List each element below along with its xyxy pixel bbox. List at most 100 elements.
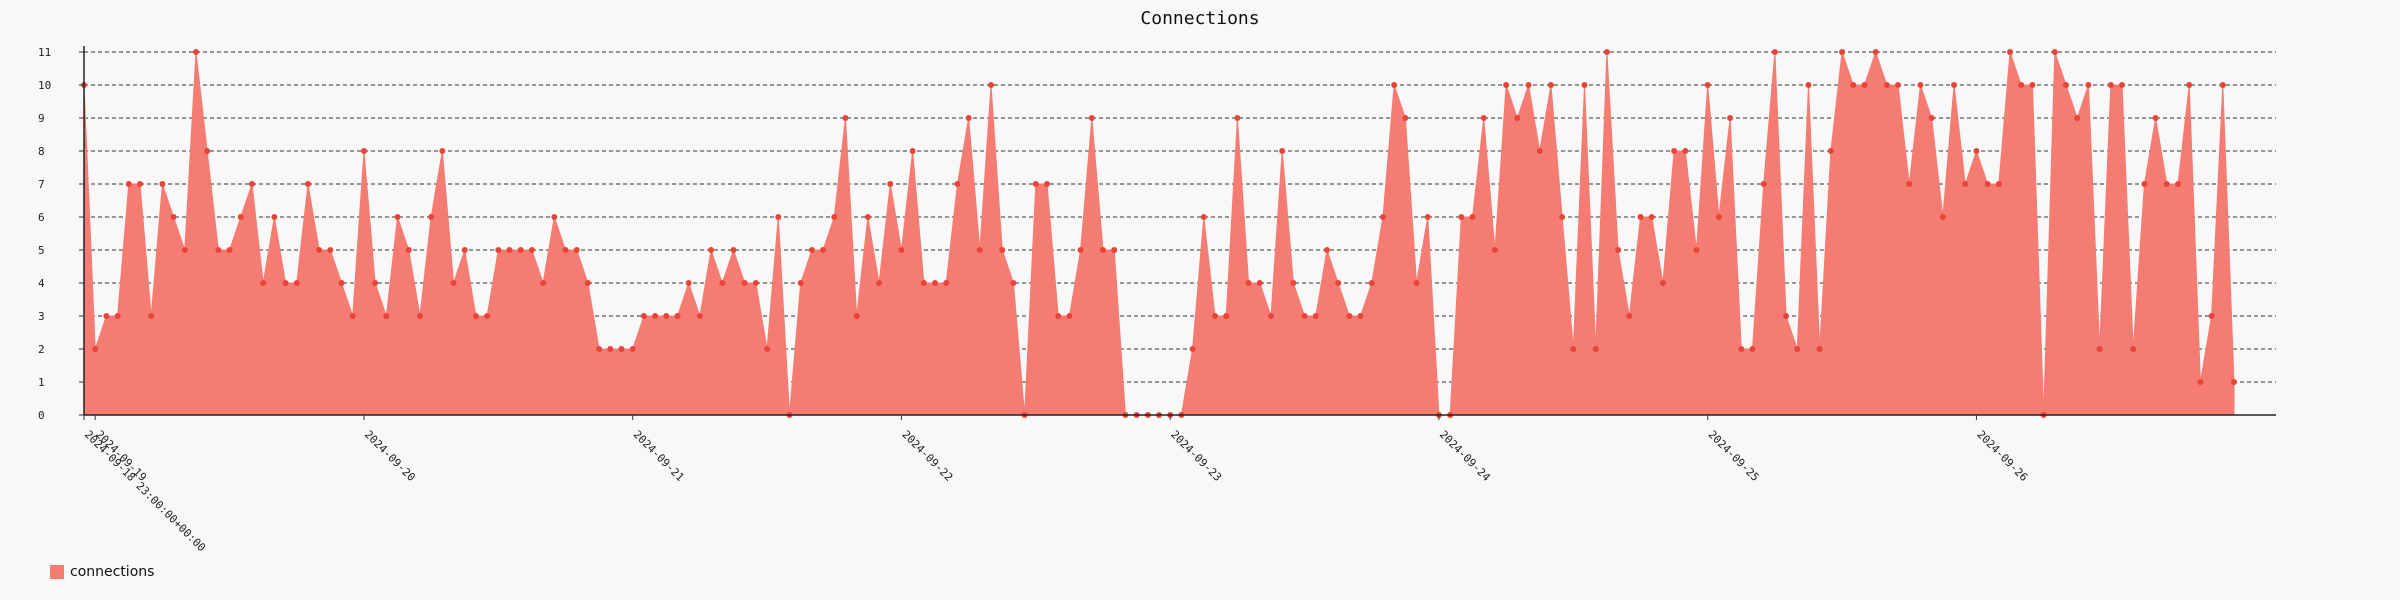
data-point: [1402, 115, 1409, 121]
data-point: [2231, 379, 2237, 385]
legend: connections: [50, 564, 154, 580]
connections-area: [83, 50, 2235, 416]
axes: [83, 46, 2276, 416]
data-point: [876, 280, 883, 286]
data-point: [1547, 82, 1554, 88]
data-point: [136, 181, 143, 187]
data-point: [1256, 280, 1263, 286]
data-point: [2208, 313, 2215, 319]
data-point: [1032, 181, 1039, 187]
data-point: [965, 115, 972, 121]
data-point: [752, 280, 759, 286]
data-point: [1783, 313, 1790, 319]
data-point: [2197, 379, 2204, 385]
data-point: [1234, 115, 1241, 121]
data-point: [304, 181, 311, 187]
data-point: [1872, 49, 1879, 55]
data-point: [517, 247, 524, 253]
data-point: [674, 313, 681, 319]
y-tick-label: 10: [38, 79, 51, 92]
data-point: [1839, 49, 1846, 55]
data-point: [696, 313, 703, 319]
data-point: [2186, 82, 2193, 88]
data-point: [1424, 214, 1431, 220]
data-point: [416, 313, 423, 319]
data-point: [159, 181, 166, 187]
data-point: [596, 346, 603, 352]
data-point: [1727, 115, 1734, 121]
data-point: [954, 181, 961, 187]
data-point: [1637, 214, 1644, 220]
data-point: [148, 313, 155, 319]
data-point: [1939, 214, 1946, 220]
data-point: [640, 313, 647, 319]
data-point: [685, 280, 692, 286]
y-tick-label: 1: [38, 376, 45, 389]
data-point: [316, 247, 323, 253]
data-point: [1088, 115, 1095, 121]
x-tick-label: 2024-09-24: [1437, 428, 1493, 484]
data-point: [1279, 148, 1286, 154]
data-point: [181, 247, 188, 253]
data-point: [1525, 82, 1532, 88]
data-point: [1301, 313, 1308, 319]
data-point: [1715, 214, 1722, 220]
data-point: [607, 346, 614, 352]
data-point: [2119, 82, 2126, 88]
data-point: [629, 346, 636, 352]
data-point: [562, 247, 569, 253]
data-point: [1514, 115, 1521, 121]
data-point: [1682, 148, 1689, 154]
data-point: [1323, 247, 1330, 253]
data-point: [1010, 280, 1017, 286]
data-point: [976, 247, 983, 253]
data-point: [1928, 115, 1935, 121]
data-point: [663, 313, 670, 319]
y-tick-label: 5: [38, 244, 45, 257]
data-point: [103, 313, 110, 319]
data-point: [260, 280, 267, 286]
y-tick-labels: 0 1 2 3 4 5 6 7 8 9 10 11: [38, 46, 84, 422]
y-tick-label: 9: [38, 112, 45, 125]
data-point: [338, 280, 345, 286]
data-point: [1491, 247, 1498, 253]
data-point: [1503, 82, 1510, 88]
data-point: [125, 181, 132, 187]
data-point: [1760, 181, 1767, 187]
data-point: [484, 313, 491, 319]
data-point: [394, 214, 401, 220]
data-point: [1603, 49, 1610, 55]
data-point: [170, 214, 177, 220]
data-point: [1615, 247, 1622, 253]
data-point: [372, 280, 379, 286]
data-point: [584, 280, 591, 286]
data-point: [192, 49, 199, 55]
data-point: [1346, 313, 1353, 319]
y-tick-label: 0: [38, 409, 45, 422]
data-point: [1995, 181, 2002, 187]
data-point: [1357, 313, 1364, 319]
data-point: [1312, 313, 1319, 319]
data-point: [248, 181, 255, 187]
data-point: [450, 280, 457, 286]
data-point: [1290, 280, 1297, 286]
data-point: [1973, 148, 1980, 154]
y-tick-label: 11: [38, 46, 51, 59]
data-point: [1671, 148, 1678, 154]
data-point: [1413, 280, 1420, 286]
data-point: [730, 247, 737, 253]
legend-swatch: [50, 565, 64, 579]
data-point: [853, 313, 860, 319]
data-point: [1077, 247, 1084, 253]
data-point: [551, 214, 558, 220]
data-point: [2096, 346, 2103, 352]
data-point: [1626, 313, 1633, 319]
data-point: [1267, 313, 1274, 319]
data-point: [1816, 346, 1823, 352]
data-point: [293, 280, 300, 286]
data-point: [2007, 49, 2014, 55]
data-point: [764, 346, 771, 352]
data-point: [1379, 214, 1386, 220]
